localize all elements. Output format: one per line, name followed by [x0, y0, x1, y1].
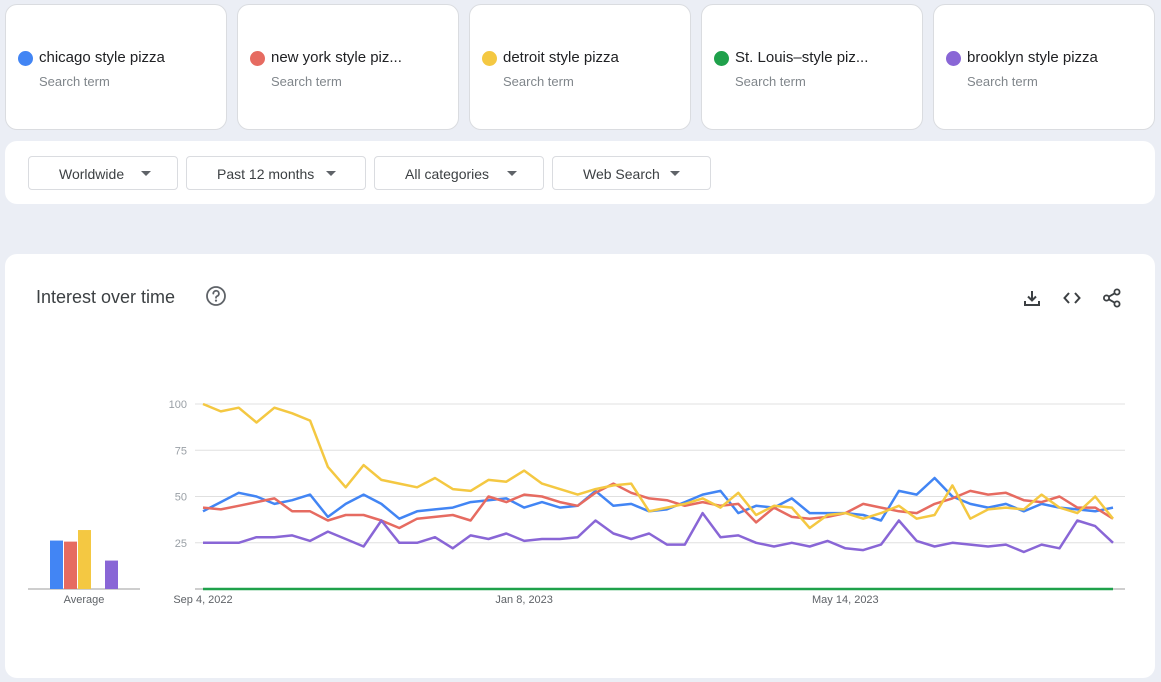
- time-range-dropdown-label: Past 12 months: [217, 166, 315, 182]
- category-dropdown[interactable]: All categories: [374, 156, 544, 190]
- search-term-card-st-louis[interactable]: St. Louis–style piz... Search term: [701, 4, 923, 130]
- category-dropdown-label: All categories: [405, 166, 490, 182]
- chevron-down-icon: [141, 171, 151, 176]
- search-term-name: chicago style pizza: [39, 49, 165, 66]
- filter-bar: Worldwide Past 12 months All categories …: [5, 141, 1155, 204]
- search-type-dropdown[interactable]: Web Search: [552, 156, 711, 190]
- time-range-dropdown[interactable]: Past 12 months: [186, 156, 366, 190]
- search-term-name: new york style piz...: [271, 49, 402, 66]
- search-term-card-new-york[interactable]: new york style piz... Search term: [237, 4, 459, 130]
- series-color-dot: [714, 51, 729, 66]
- search-term-label: Search term: [735, 74, 806, 89]
- region-dropdown[interactable]: Worldwide: [28, 156, 178, 190]
- series-color-dot: [250, 51, 265, 66]
- search-type-dropdown-label: Web Search: [583, 166, 660, 182]
- series-color-dot: [18, 51, 33, 66]
- chevron-down-icon: [670, 171, 680, 176]
- search-term-label: Search term: [271, 74, 342, 89]
- chevron-down-icon: [326, 171, 336, 176]
- search-term-card-brooklyn[interactable]: brooklyn style pizza Search term: [933, 4, 1155, 130]
- interest-over-time-panel: Interest over time: [5, 254, 1155, 678]
- panel-title: Interest over time: [36, 287, 176, 307]
- help-icon[interactable]: [205, 285, 227, 307]
- chevron-down-icon: [507, 171, 517, 176]
- series-color-dot: [482, 51, 497, 66]
- embed-icon[interactable]: [1062, 288, 1082, 308]
- search-term-name: brooklyn style pizza: [967, 49, 1098, 66]
- share-icon[interactable]: [1102, 288, 1122, 308]
- search-term-label: Search term: [39, 74, 110, 89]
- search-term-label: Search term: [967, 74, 1038, 89]
- series-color-dot: [946, 51, 961, 66]
- search-term-name: detroit style pizza: [503, 49, 619, 66]
- search-term-card-chicago[interactable]: chicago style pizza Search term: [5, 4, 227, 130]
- download-icon[interactable]: [1022, 288, 1042, 308]
- search-term-card-detroit[interactable]: detroit style pizza Search term: [469, 4, 691, 130]
- search-term-label: Search term: [503, 74, 574, 89]
- region-dropdown-label: Worldwide: [59, 166, 125, 182]
- search-term-name: St. Louis–style piz...: [735, 49, 869, 66]
